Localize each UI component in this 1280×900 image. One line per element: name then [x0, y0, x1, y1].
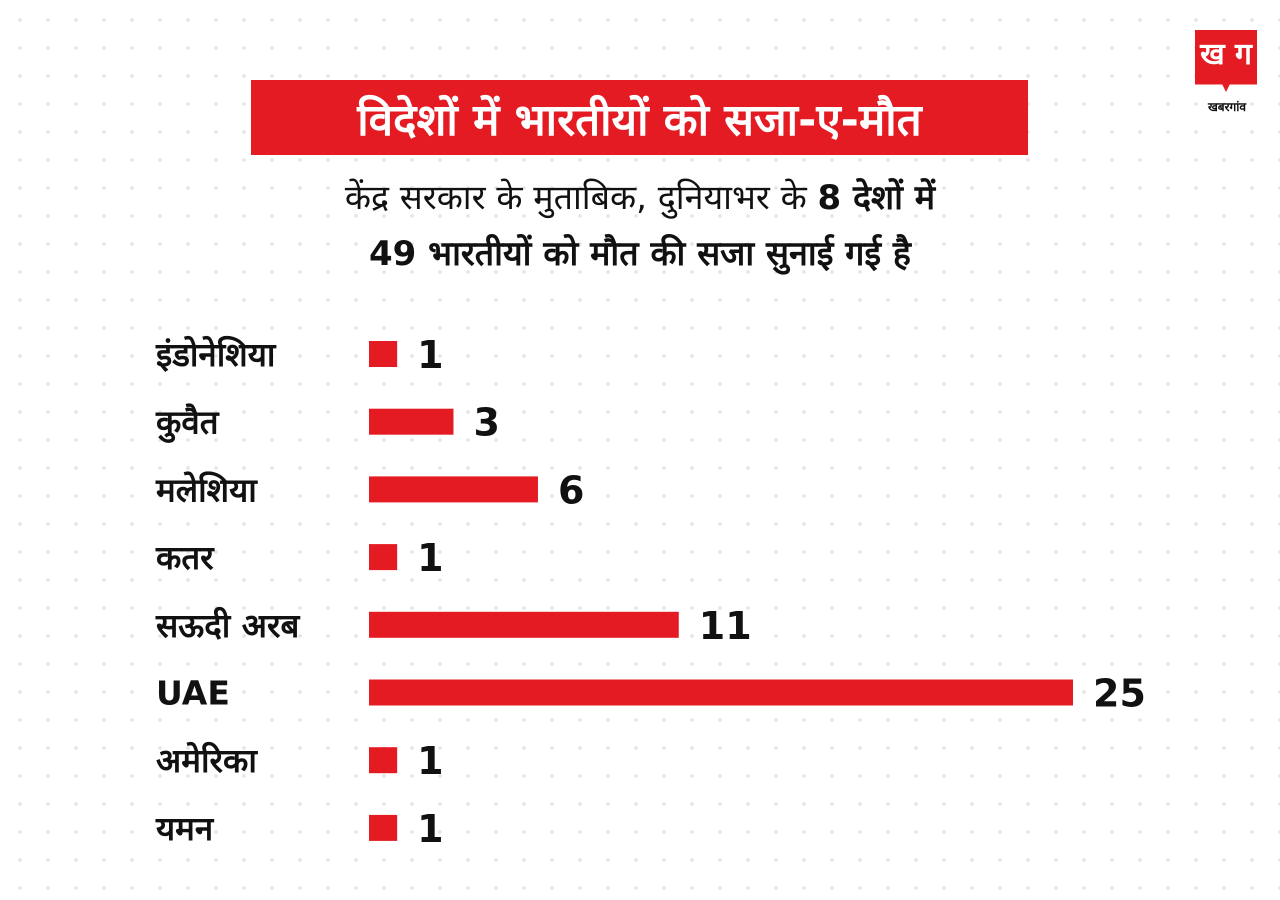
- category-label: अमेरिका: [156, 741, 258, 780]
- bar: [369, 679, 1073, 706]
- title-banner: विदेशों में भारतीयों को सजा-ए-मौत: [251, 80, 1028, 155]
- chart-subtitle: केंद्र सरकार के मुताबिक, दुनियाभर के 8 द…: [140, 170, 1140, 282]
- logo-mark-icon: [1195, 30, 1257, 92]
- category-label: मलेशिया: [155, 470, 258, 509]
- category-label: कतर: [155, 538, 215, 577]
- subtitle-line-1-bold: 8 देशों में: [817, 178, 936, 218]
- bar: [369, 476, 538, 503]
- category-label: UAE: [156, 674, 230, 713]
- bar: [369, 611, 679, 638]
- data-label: 25: [1093, 672, 1146, 716]
- category-label: यमन: [155, 809, 215, 848]
- data-label: 1: [417, 739, 443, 783]
- brand-logo: ख ग खबरगांव: [1192, 30, 1262, 116]
- logo-text: खबरगांव: [1207, 100, 1247, 114]
- bar: [369, 747, 398, 774]
- category-label: कुवैत: [155, 403, 220, 444]
- data-label: 1: [417, 333, 443, 377]
- data-label: 11: [699, 604, 752, 648]
- logo-glyph: ख ग: [1200, 37, 1252, 72]
- bar: [369, 408, 454, 435]
- subtitle-line-1: केंद्र सरकार के मुताबिक, दुनियाभर के 8 द…: [140, 170, 1140, 226]
- bar: [369, 814, 398, 841]
- data-label: 3: [473, 401, 499, 445]
- subtitle-line-2: 49 भारतीयों को मौत की सजा सुनाई गई है: [369, 234, 911, 274]
- bar: [369, 544, 398, 571]
- bar: [369, 341, 398, 367]
- category-label: सऊदी अरब: [155, 606, 300, 645]
- data-label: 1: [417, 536, 443, 580]
- category-label: इंडोनेशिया: [155, 335, 277, 374]
- data-label: 6: [558, 468, 584, 512]
- chart-title: विदेशों में भारतीयों को सजा-ए-मौत: [357, 94, 922, 146]
- subtitle-line-1-prefix: केंद्र सरकार के मुताबिक, दुनियाभर के: [344, 178, 818, 218]
- data-label: 1: [417, 807, 443, 851]
